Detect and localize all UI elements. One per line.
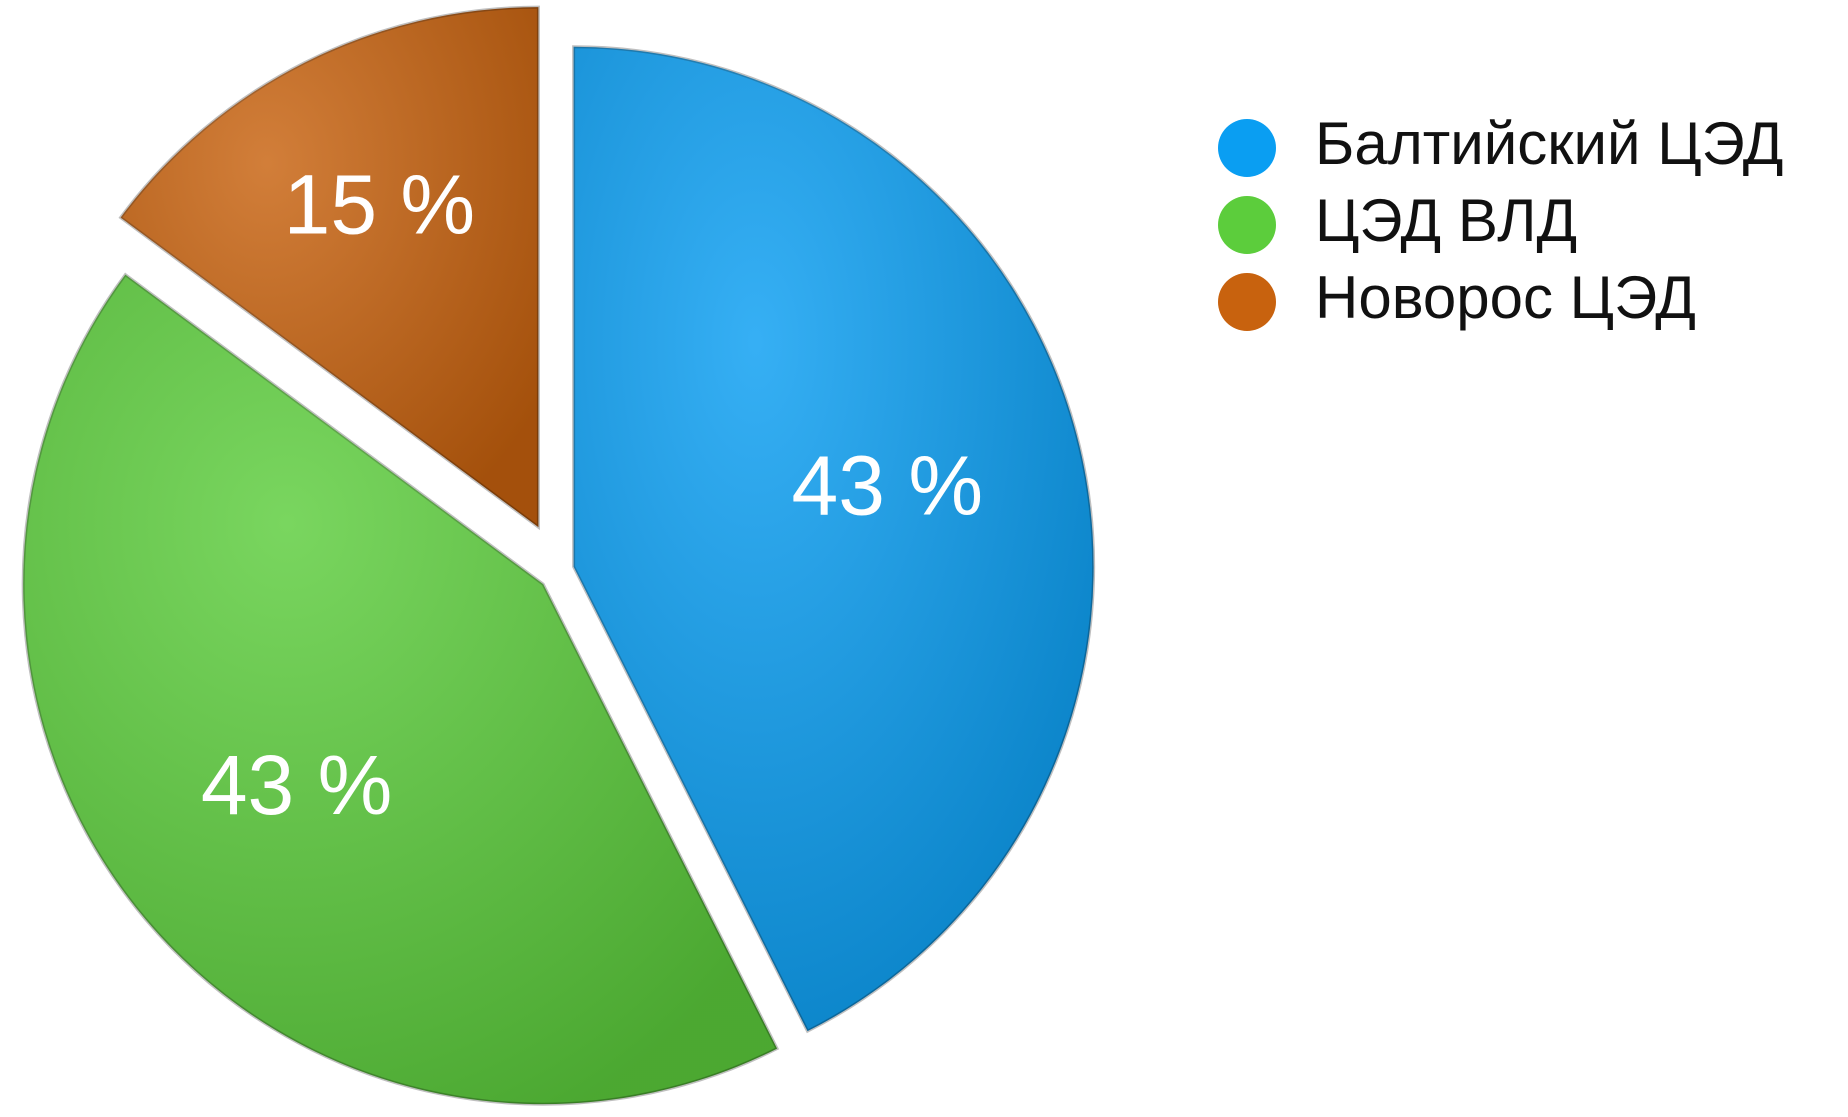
legend-label: Новорос ЦЭД [1315,264,1696,331]
data-label: 43 % [201,738,392,832]
data-label: 15 % [284,158,475,252]
data-label: 43 % [792,438,983,532]
legend-label: ЦЭД ВЛД [1315,187,1577,254]
legend-swatch [1218,196,1276,254]
legend-swatch [1218,119,1276,177]
slice-shade [573,46,1094,1032]
slice-shade [23,274,778,1105]
legend-label: Балтийский ЦЭД [1315,110,1783,177]
slice-shade [120,7,539,528]
legend-swatch [1218,273,1276,331]
